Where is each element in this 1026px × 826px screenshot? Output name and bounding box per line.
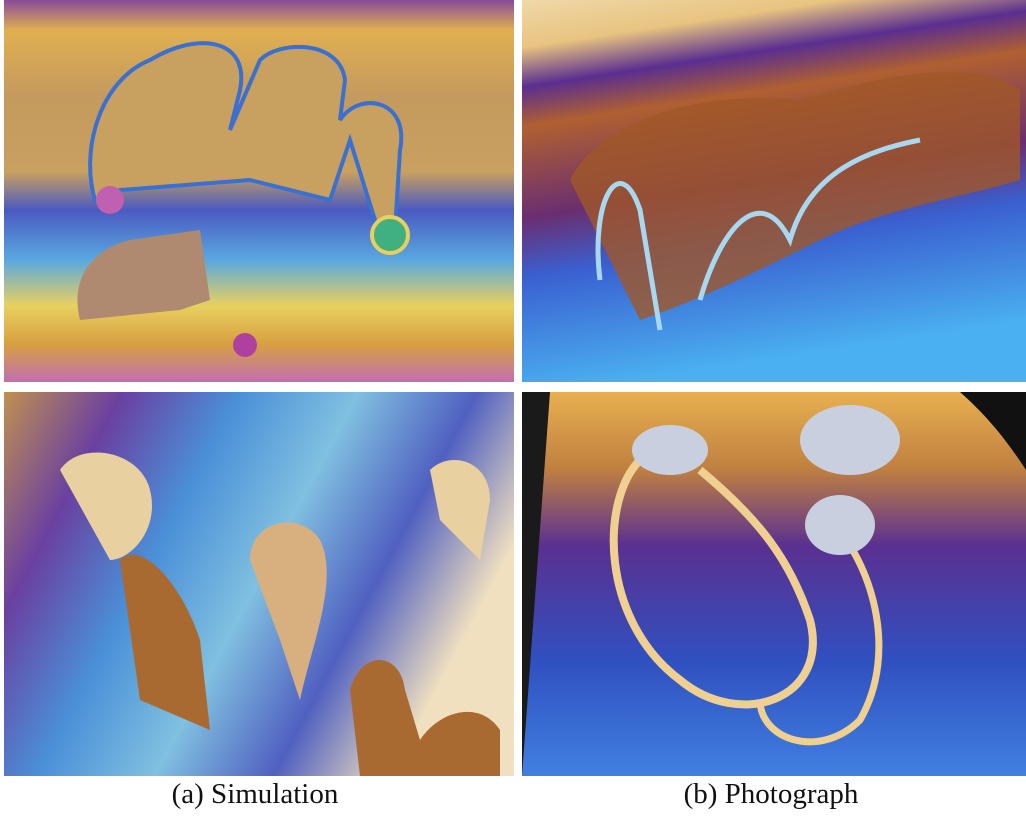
caption: (b) Photograph	[516, 778, 1026, 811]
image	[522, 392, 1026, 776]
blob	[233, 333, 257, 357]
blob	[96, 186, 124, 214]
blob	[632, 425, 708, 475]
blob	[805, 495, 875, 555]
caption: (a) Simulation	[0, 778, 510, 811]
image	[4, 0, 514, 382]
blob	[800, 405, 900, 475]
page: (a) Simulation (b) Photograph (() => { c…	[0, 0, 1026, 826]
panel-a-bottom	[4, 392, 514, 776]
panel-b-top	[522, 0, 1026, 382]
figure-panels	[0, 0, 1026, 776]
panel-a-top	[4, 0, 514, 382]
panel-b-bottom	[522, 392, 1026, 776]
blob	[372, 217, 408, 253]
